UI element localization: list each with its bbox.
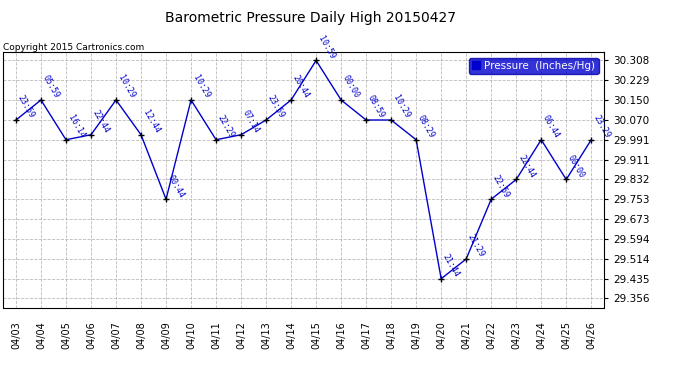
Text: 00:44: 00:44 [166,173,186,199]
Text: 04/19: 04/19 [411,321,421,349]
Text: Copyright 2015 Cartronics.com: Copyright 2015 Cartronics.com [3,43,145,52]
Text: 21:29: 21:29 [466,233,486,259]
Text: 22:59: 22:59 [491,173,511,199]
Text: 23:59: 23:59 [266,94,286,120]
Text: 12:44: 12:44 [141,109,161,135]
Text: 04/06: 04/06 [86,321,96,349]
Text: 06:44: 06:44 [541,114,562,140]
Text: 23:59: 23:59 [16,94,37,120]
Text: 04/17: 04/17 [361,321,371,349]
Text: 04/04: 04/04 [36,321,46,349]
Text: 00:00: 00:00 [566,153,586,180]
Text: 20:44: 20:44 [291,74,311,100]
Text: 04/21: 04/21 [461,321,471,349]
Text: 04/03: 04/03 [11,321,21,349]
Text: 04/23: 04/23 [511,321,521,349]
Text: 04/05: 04/05 [61,321,71,349]
Text: 10:29: 10:29 [391,94,411,120]
Text: 22:44: 22:44 [516,153,537,180]
Text: 00:00: 00:00 [341,74,362,100]
Text: Barometric Pressure Daily High 20150427: Barometric Pressure Daily High 20150427 [165,11,456,25]
Text: 04/14: 04/14 [286,321,296,349]
Text: 04/11: 04/11 [211,321,221,349]
Text: 04/24: 04/24 [536,321,546,349]
Text: 04/09: 04/09 [161,321,171,349]
Text: 04/20: 04/20 [436,321,446,349]
Text: 08:59: 08:59 [366,94,386,120]
Text: 04/16: 04/16 [336,321,346,349]
Text: 04/22: 04/22 [486,321,496,349]
Text: 04/08: 04/08 [136,321,146,349]
Text: 16:14: 16:14 [66,114,86,140]
Text: 07:14: 07:14 [241,109,262,135]
Text: 10:29: 10:29 [191,74,211,100]
Text: 21:44: 21:44 [441,253,462,279]
Text: 22:44: 22:44 [91,109,111,135]
Text: 04/18: 04/18 [386,321,396,349]
Text: 04/10: 04/10 [186,321,196,349]
Text: 04/12: 04/12 [236,321,246,349]
Text: 04/15: 04/15 [311,321,321,349]
Text: 23:29: 23:29 [591,114,611,140]
Text: 10:29: 10:29 [116,74,137,100]
Text: 10:59: 10:59 [316,34,337,60]
Legend: Pressure  (Inches/Hg): Pressure (Inches/Hg) [469,58,598,74]
Text: 04/26: 04/26 [586,321,596,349]
Text: 05:59: 05:59 [41,74,61,100]
Text: 22:29: 22:29 [216,114,237,140]
Text: 04/13: 04/13 [261,321,271,349]
Text: 04/07: 04/07 [111,321,121,349]
Text: 04/25: 04/25 [561,321,571,349]
Text: 08:29: 08:29 [416,114,437,140]
